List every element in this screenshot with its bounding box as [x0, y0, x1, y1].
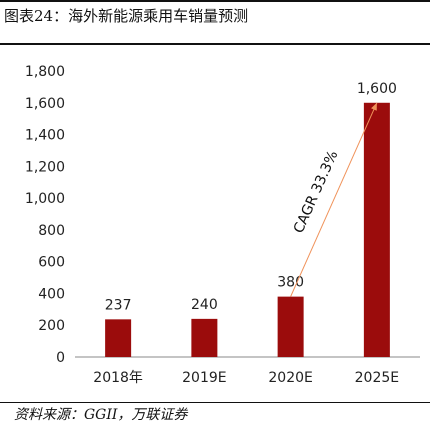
- bars: [105, 102, 390, 358]
- figure-title: 图表24：海外新能源乘用车销量预测: [4, 7, 249, 25]
- x-tick-label: 2018年: [93, 370, 143, 386]
- y-tick-label: 1,400: [25, 128, 65, 144]
- cagr-arrowhead: [371, 102, 377, 111]
- data-label: 237: [105, 297, 132, 313]
- data-label: 380: [277, 275, 304, 291]
- y-tick-label: 1,600: [25, 96, 65, 112]
- y-tick-label: 800: [38, 223, 65, 239]
- cagr-arrow-line: [290, 102, 378, 297]
- source-note: 资料来源：GGII，万联证券: [14, 407, 188, 423]
- y-tick-label: 600: [38, 255, 65, 271]
- data-label: 1,600: [357, 81, 397, 97]
- bar: [105, 319, 132, 357]
- y-axis-labels: 0 200 400 600 800 1,000 1,200 1,400 1,600 1,800: [25, 64, 65, 366]
- top-rule: [0, 0, 430, 2]
- bar: [363, 102, 390, 358]
- bar: [191, 318, 218, 357]
- bar: [277, 296, 304, 357]
- y-tick-label: 1,800: [25, 64, 65, 80]
- x-tick-label: 2019E: [182, 370, 226, 386]
- bottom-rule: [0, 402, 430, 403]
- bar-chart: 0 200 400 600 800 1,000 1,200 1,400 1,600 1,800 2…: [25, 64, 420, 386]
- cagr-label: CAGR 33.3%: [291, 148, 342, 235]
- y-tick-label: 0: [56, 350, 65, 366]
- title-rule: [0, 43, 430, 45]
- y-tick-label: 200: [38, 318, 65, 334]
- x-tick-label: 2025E: [355, 370, 399, 386]
- y-tick-label: 1,200: [25, 159, 65, 175]
- x-axis-labels: 2018年 2019E 2020E 2025E: [93, 370, 399, 386]
- y-tick-label: 1,000: [25, 191, 65, 207]
- y-tick-label: 400: [38, 286, 65, 302]
- x-tick-label: 2020E: [268, 370, 312, 386]
- data-labels: 237 240 380 1,600: [105, 81, 397, 314]
- data-label: 240: [191, 297, 218, 313]
